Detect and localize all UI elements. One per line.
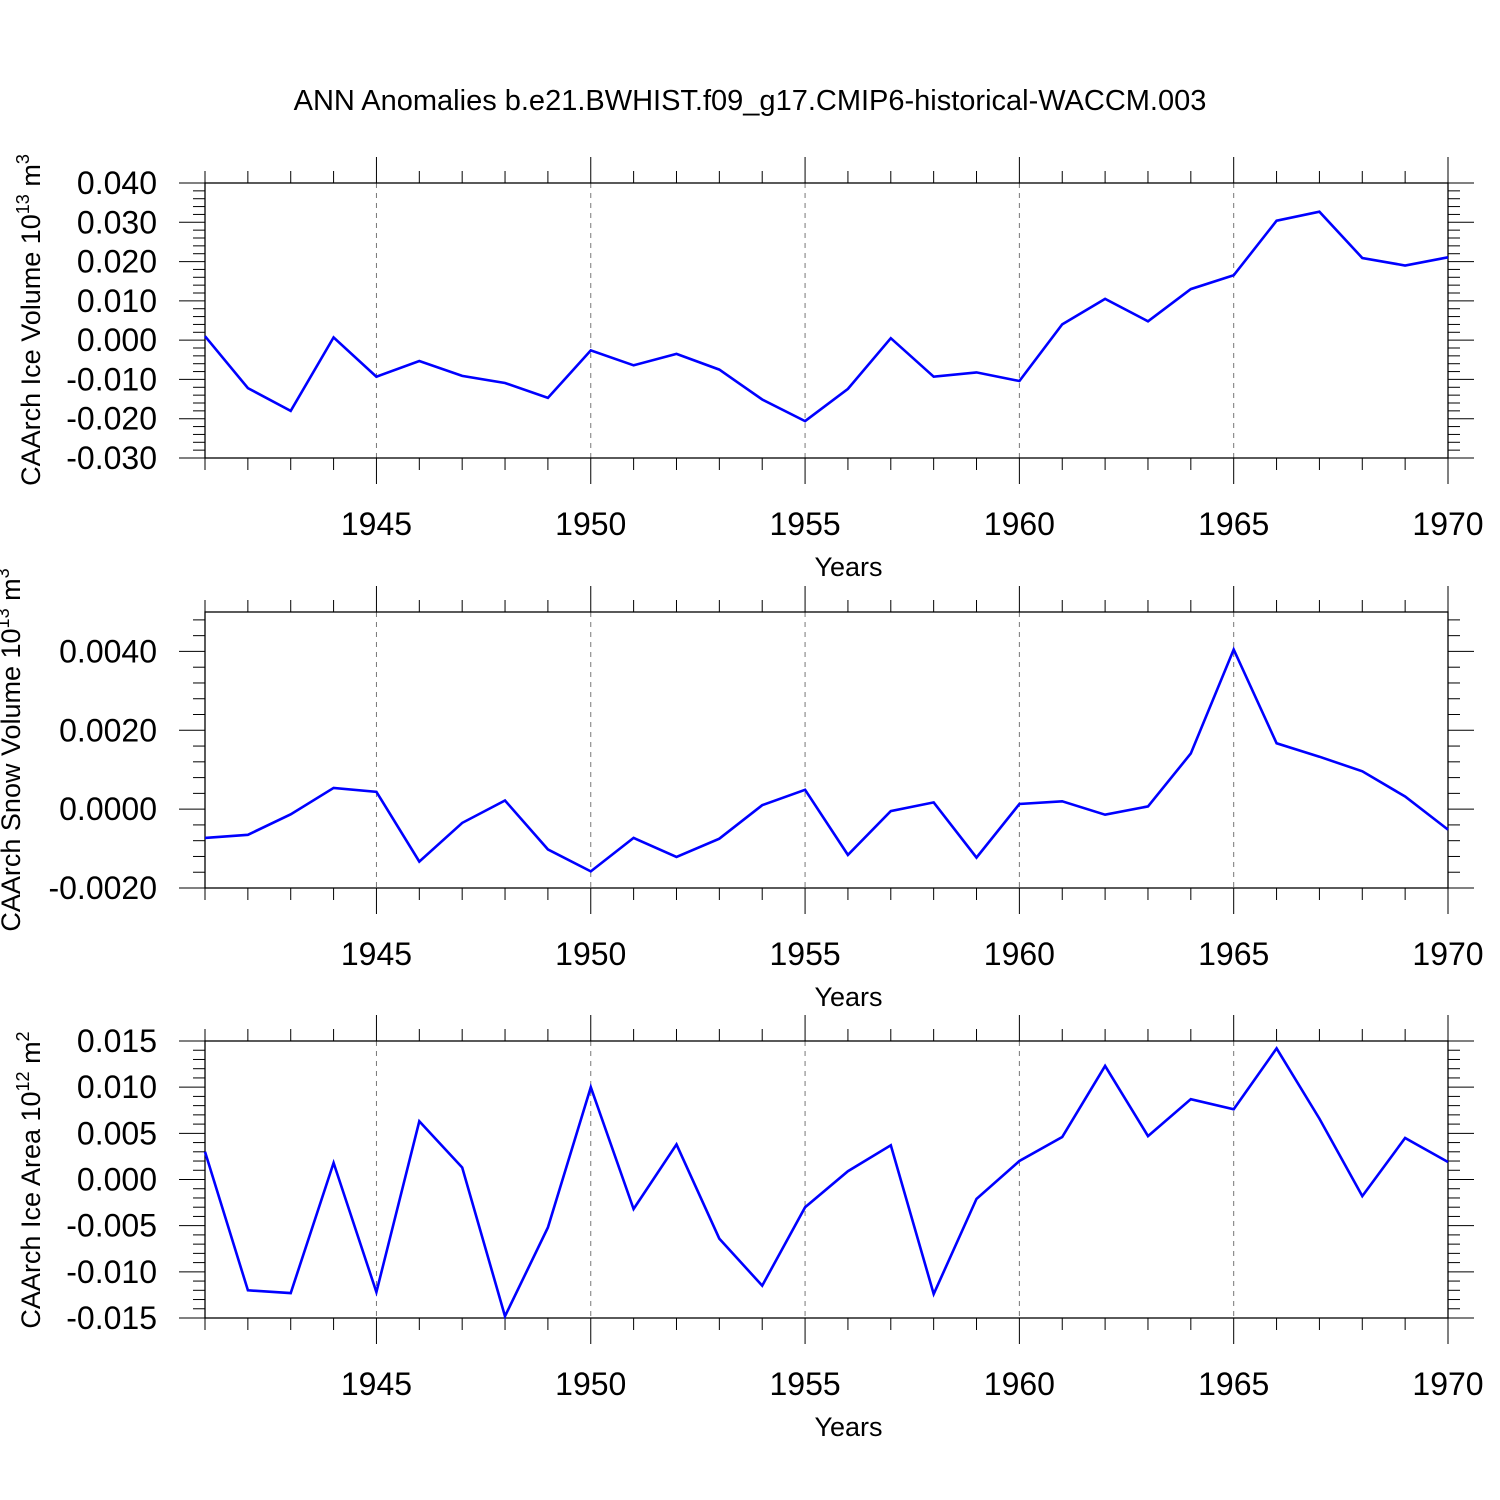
y-label-unit-exponent: 3 bbox=[13, 154, 33, 164]
y-tick-label: 0.040 bbox=[77, 165, 157, 201]
x-tick-label: 1950 bbox=[555, 1366, 626, 1402]
y-tick-label: 0.005 bbox=[77, 1115, 157, 1151]
x-tick-label: 1950 bbox=[555, 506, 626, 542]
plot-frame bbox=[204, 182, 1449, 459]
y-label-main: CAArch Ice Area 10 bbox=[16, 1091, 46, 1328]
x-tick-label: 1945 bbox=[341, 1366, 412, 1402]
x-tick-label: 1950 bbox=[555, 936, 626, 972]
y-axis-label: CAArch Snow Volume 1013 m3 bbox=[0, 568, 26, 931]
x-tick-label: 1965 bbox=[1198, 936, 1269, 972]
x-tick-label: 1970 bbox=[1412, 1366, 1483, 1402]
x-tick-label: 1945 bbox=[341, 506, 412, 542]
y-label-unit-exponent: 3 bbox=[0, 568, 13, 578]
y-axis-label: CAArch Ice Area 1012 m2 bbox=[13, 1031, 46, 1328]
y-tick-label: 0.010 bbox=[77, 283, 157, 319]
x-tick-label: 1960 bbox=[984, 936, 1055, 972]
y-tick-label: -0.020 bbox=[66, 401, 157, 437]
x-axis-label: Years bbox=[814, 982, 882, 1012]
x-axis-label: Years bbox=[814, 1412, 882, 1442]
x-tick-label: 1965 bbox=[1198, 1366, 1269, 1402]
y-label-exponent: 12 bbox=[13, 1071, 33, 1091]
series-line-1 bbox=[203, 210, 1449, 423]
y-tick-label: 0.000 bbox=[77, 1162, 157, 1198]
y-label-unit: m bbox=[16, 1041, 46, 1071]
y-label-main: CAArch Ice Volume 10 bbox=[16, 214, 46, 486]
y-tick-label: 0.000 bbox=[77, 322, 157, 358]
y-tick-label: 0.015 bbox=[77, 1023, 157, 1059]
y-tick-label: -0.030 bbox=[66, 440, 157, 476]
y-tick-label: -0.015 bbox=[66, 1300, 157, 1336]
y-tick-label: 0.020 bbox=[77, 244, 157, 280]
y-tick-label: -0.0020 bbox=[48, 870, 157, 906]
y-tick-label: 0.0040 bbox=[59, 633, 157, 669]
y-tick-label: -0.010 bbox=[66, 361, 157, 397]
y-label-exponent: 13 bbox=[13, 194, 33, 214]
x-tick-label: 1960 bbox=[984, 506, 1055, 542]
y-tick-label: 0.0000 bbox=[59, 791, 157, 827]
y-tick-label: 0.010 bbox=[77, 1069, 157, 1105]
y-label-exponent: 13 bbox=[0, 608, 13, 628]
x-tick-label: 1970 bbox=[1412, 936, 1483, 972]
series-line-1 bbox=[204, 646, 1449, 873]
y-axis-label: CAArch Ice Volume 1013 m3 bbox=[13, 154, 46, 486]
x-tick-label: 1965 bbox=[1198, 506, 1269, 542]
panel-3: 0.015 0.010 0.005 0.000 -0.005 -0.010 -0.015 19… bbox=[13, 1015, 1484, 1442]
x-axis-label: Years bbox=[814, 552, 882, 582]
x-tick-label: 1960 bbox=[984, 1366, 1055, 1402]
y-tick-label: 0.030 bbox=[77, 204, 157, 240]
x-tick-label: 1955 bbox=[769, 1366, 840, 1402]
plot-frame bbox=[204, 1040, 1449, 1319]
y-label-main: CAArch Snow Volume 10 bbox=[0, 628, 26, 931]
y-tick-label: -0.005 bbox=[66, 1208, 157, 1244]
y-label-unit: m bbox=[0, 578, 26, 608]
series-line-1 bbox=[203, 1046, 1449, 1320]
plot-frame bbox=[204, 611, 1449, 889]
x-tick-label: 1955 bbox=[769, 506, 840, 542]
x-tick-label: 1970 bbox=[1412, 506, 1483, 542]
panel-2: 0.0040 0.0020 0.0000 -0.0020 1945 1950 1955 196… bbox=[0, 568, 1484, 1012]
figure-title: ANN Anomalies b.e21.BWHIST.f09_g17.CMIP6… bbox=[294, 85, 1207, 117]
y-label-unit-exponent: 2 bbox=[13, 1031, 33, 1041]
y-tick-label: -0.010 bbox=[66, 1254, 157, 1290]
x-tick-label: 1945 bbox=[341, 936, 412, 972]
y-label-unit: m bbox=[16, 164, 46, 194]
x-tick-label: 1955 bbox=[769, 936, 840, 972]
y-tick-label: 0.0020 bbox=[59, 712, 157, 748]
